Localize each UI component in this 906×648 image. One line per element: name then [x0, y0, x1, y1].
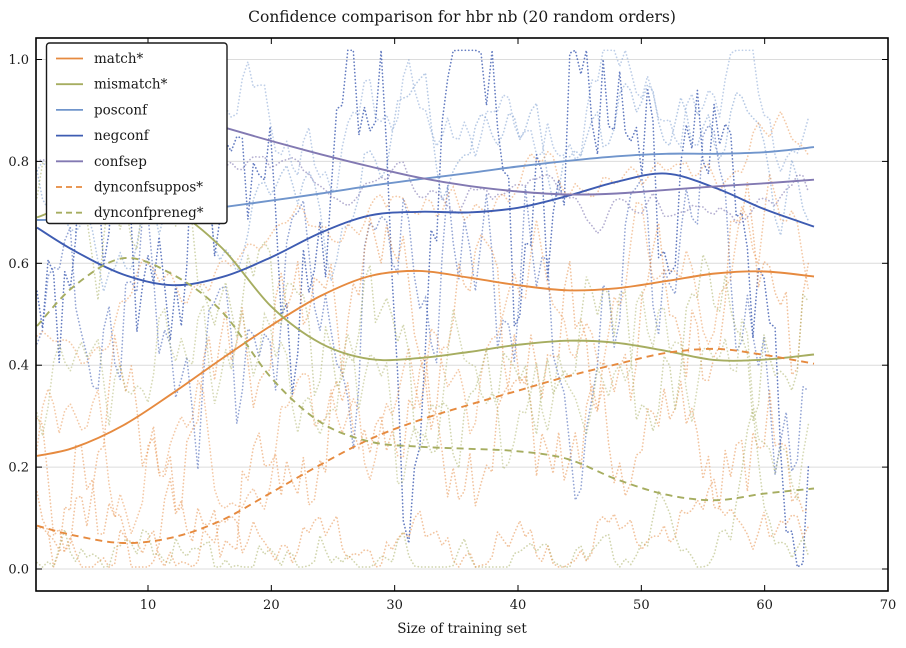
background-run [36, 155, 810, 235]
legend-label: dynconfsuppos* [94, 180, 203, 196]
x-tick-label: 70 [880, 598, 897, 613]
background-run [36, 181, 810, 553]
x-tick-label: 30 [386, 598, 403, 613]
series-line-confsep [197, 118, 815, 196]
y-tick-label: 0.4 [8, 359, 29, 374]
series-line-dynconfsuppos [36, 347, 815, 544]
background-run [36, 173, 810, 537]
background-run [36, 109, 810, 365]
x-tick-label: 20 [263, 598, 280, 613]
legend: match* mismatch* posconf negconf confsep dync… [45, 42, 228, 225]
x-tick-label: 60 [756, 598, 773, 613]
background-run [36, 334, 810, 568]
background-run [36, 49, 810, 569]
x-axis-label: Size of training set [397, 621, 527, 637]
y-tick-label: 0.0 [8, 563, 29, 578]
y-tick-label: 0.2 [8, 461, 29, 476]
legend-label: posconf [94, 102, 148, 118]
legend-label: dynconfpreneg* [94, 205, 204, 221]
legend-label: negconf [94, 128, 150, 144]
x-tick-label: 50 [633, 598, 650, 613]
background-run [36, 47, 810, 194]
legend-label: match* [94, 51, 144, 67]
background-run [36, 289, 810, 501]
legend-label: confsep [94, 154, 147, 170]
y-tick-label: 0.8 [8, 155, 29, 170]
plot-border [35, 37, 889, 592]
axes-layer: 10 20 30 40 50 60 70 0.0 0.2 0.4 0.6 0.8 1.0 [8, 37, 897, 613]
background-run [36, 123, 810, 504]
y-tick-label: 0.6 [8, 257, 29, 272]
background-run [36, 409, 810, 569]
legend-box [45, 42, 228, 225]
x-tick-label: 10 [140, 598, 157, 613]
series-line-negconf [36, 172, 815, 287]
chart-title: Confidence comparison for hbr nb (20 ran… [248, 8, 676, 26]
legend-label: mismatch* [94, 77, 168, 93]
series-line-match [36, 269, 815, 457]
x-tick-label: 40 [510, 598, 527, 613]
y-tick-label: 1.0 [8, 53, 29, 68]
